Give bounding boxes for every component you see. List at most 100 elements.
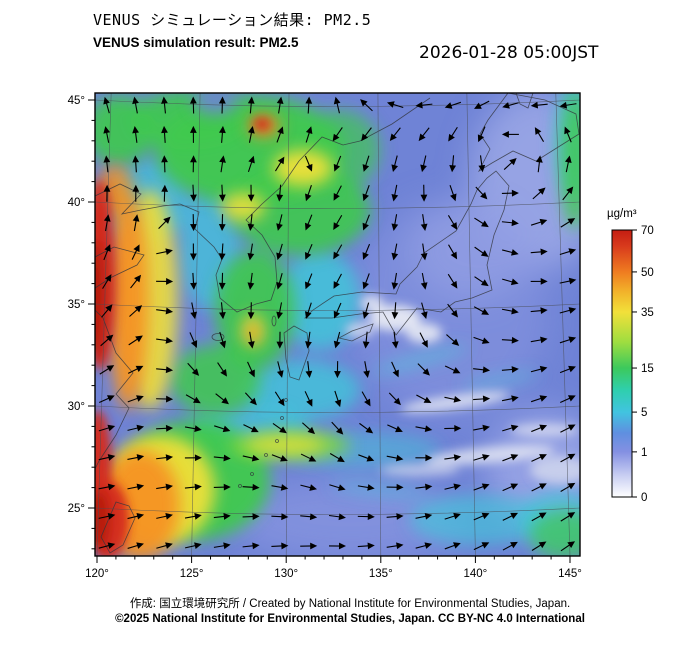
- wind-arrow: [391, 302, 399, 320]
- wind-arrow: [271, 454, 288, 462]
- wind-arrow: [473, 454, 490, 461]
- title-english: VENUS simulation result: PM2.5: [93, 35, 299, 50]
- wind-arrow: [444, 424, 462, 432]
- wind-arrow: [417, 363, 430, 376]
- wind-arrow: [271, 513, 289, 521]
- wind-arrow: [474, 217, 489, 228]
- wind-arrow: [560, 541, 576, 552]
- colorbar-legend: 70 50 35 15 5 1 0 µg/m³: [607, 208, 654, 504]
- wind-arrows-layer: [98, 96, 577, 552]
- wind-arrow: [503, 158, 517, 170]
- wind-arrow: [560, 424, 576, 433]
- wind-arrow: [420, 214, 428, 232]
- wind-arrow: [420, 272, 428, 290]
- wind-arrow: [502, 483, 519, 492]
- wind-arrow: [99, 365, 115, 375]
- wind-arrow: [502, 102, 519, 109]
- wind-arrow: [362, 243, 371, 260]
- wind-arrow: [301, 422, 316, 435]
- wind-arrow: [391, 331, 399, 349]
- coast-sakhalin: [515, 93, 534, 109]
- wind-arrow: [329, 484, 346, 491]
- wind-arrow: [446, 334, 460, 346]
- wind-arrow: [473, 542, 490, 551]
- wind-arrow: [156, 248, 173, 256]
- wind-arrow: [103, 155, 111, 173]
- wind-arrow: [156, 278, 174, 285]
- pm25-field: [95, 93, 580, 556]
- wind-arrow: [304, 214, 313, 231]
- wind-arrow: [502, 424, 519, 432]
- wind-arrow: [130, 274, 142, 289]
- wind-arrow: [98, 542, 116, 549]
- wind-arrow: [184, 454, 202, 462]
- wind-arrow: [132, 125, 139, 143]
- wind-arrow: [247, 272, 255, 290]
- lat-tick-label: 35°: [68, 299, 85, 311]
- wind-arrow: [132, 155, 140, 173]
- wind-arrow: [247, 96, 255, 114]
- lon-tick-label: 130°: [274, 568, 298, 580]
- wind-arrow: [502, 278, 519, 286]
- wind-arrow: [448, 244, 458, 260]
- wind-arrow: [328, 542, 346, 550]
- wind-arrow: [444, 483, 462, 491]
- colorbar-tick-label: 1: [641, 447, 647, 459]
- wind-arrow: [362, 273, 370, 290]
- wind-arrow: [98, 454, 116, 461]
- island-jeju: [211, 333, 225, 341]
- wind-arrow: [391, 184, 399, 202]
- wind-arrow: [158, 216, 171, 230]
- wind-arrow: [530, 365, 548, 373]
- wind-arrow: [156, 454, 174, 462]
- wind-arrow: [103, 126, 111, 143]
- colorbar-tick-label: 50: [641, 267, 654, 279]
- lon-tick-label: 145°: [558, 568, 582, 580]
- wind-arrow: [447, 303, 458, 318]
- wind-arrow: [127, 512, 145, 520]
- wind-arrow: [304, 273, 313, 290]
- wind-arrow: [100, 334, 114, 347]
- wind-arrow: [473, 306, 490, 315]
- wind-arrow: [156, 483, 173, 491]
- lat-tick-label: 30°: [68, 401, 85, 413]
- field-blue-notch: [193, 93, 237, 114]
- wind-arrow: [532, 187, 546, 200]
- wind-arrow: [333, 302, 342, 319]
- wind-arrow: [416, 394, 432, 403]
- wind-arrow: [103, 214, 111, 232]
- wind-arrow: [531, 483, 547, 492]
- wind-arrow: [156, 424, 174, 432]
- wind-arrow: [362, 302, 370, 319]
- wind-arrow: [386, 454, 404, 462]
- wind-arrow: [218, 184, 226, 202]
- wind-arrow: [361, 391, 371, 407]
- wind-arrow: [363, 361, 370, 378]
- wind-arrow: [530, 277, 548, 285]
- wind-arrow: [300, 513, 318, 521]
- wind-arrow: [156, 337, 174, 344]
- wind-arrow: [219, 302, 226, 320]
- wind-arrow: [534, 127, 545, 142]
- wind-arrow: [247, 214, 255, 232]
- wind-arrow: [473, 424, 490, 432]
- wind-arrow: [128, 335, 143, 346]
- wind-arrow: [387, 424, 403, 433]
- wind-arrow: [132, 184, 140, 202]
- wind-arrow: [247, 302, 255, 320]
- wind-arrow: [156, 542, 173, 549]
- wind-arrow: [420, 184, 428, 202]
- meridian-line: [377, 93, 382, 556]
- wind-arrow: [242, 454, 260, 462]
- wind-arrow: [559, 101, 577, 109]
- graticule-grid: [95, 93, 580, 556]
- wind-arrow: [386, 101, 404, 109]
- lat-tick-label: 25°: [68, 503, 85, 515]
- wind-arrow: [213, 542, 231, 550]
- colorbar-unit-label: µg/m³: [607, 208, 637, 220]
- wind-arrow: [386, 483, 404, 491]
- wind-arrow: [276, 243, 283, 261]
- wind-arrow: [362, 331, 370, 349]
